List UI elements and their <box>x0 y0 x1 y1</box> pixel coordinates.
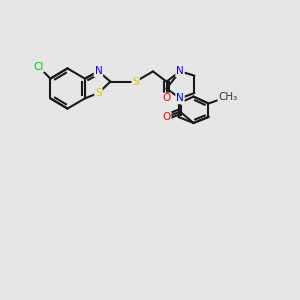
Text: N: N <box>94 66 102 76</box>
Text: N: N <box>176 66 184 76</box>
Text: CH₃: CH₃ <box>218 92 238 102</box>
Text: S: S <box>132 76 139 87</box>
Text: N: N <box>176 93 184 103</box>
Text: O: O <box>162 112 171 122</box>
Text: S: S <box>95 88 102 98</box>
Text: O: O <box>162 93 171 103</box>
Text: Cl: Cl <box>33 61 43 72</box>
